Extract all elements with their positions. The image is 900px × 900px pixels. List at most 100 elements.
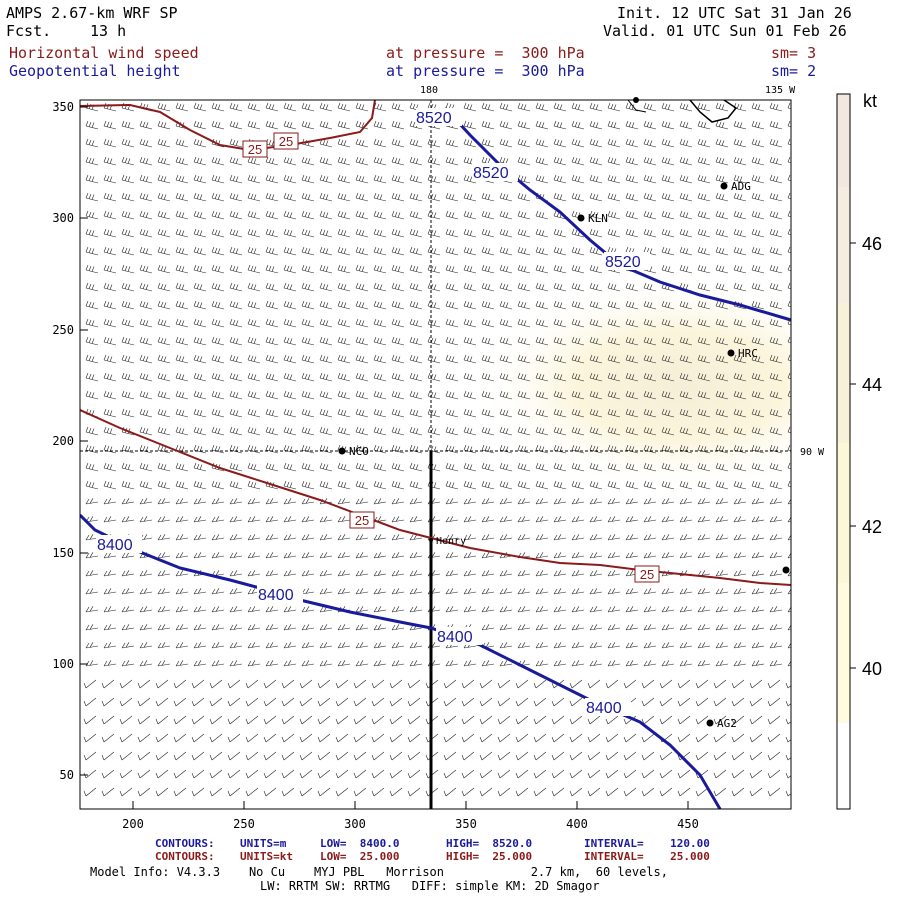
colorbar-band <box>837 583 850 723</box>
wind-barb <box>751 498 765 505</box>
wind-barb <box>641 733 655 743</box>
wind-barb <box>787 102 791 110</box>
wind-barb <box>355 390 369 400</box>
wind-barb <box>337 462 351 472</box>
wind-barb <box>265 570 279 577</box>
wind-barb <box>733 624 747 631</box>
wind-barb <box>499 336 513 346</box>
stations: ADG KLN HRC NCO Henry AG2 <box>338 97 790 730</box>
wind-barb <box>193 210 207 220</box>
wind-barb <box>175 120 189 130</box>
wind-barb <box>571 480 585 490</box>
wind-barb <box>283 246 297 256</box>
wind-barb <box>191 769 205 779</box>
wind-barb <box>499 102 513 112</box>
wind-barb <box>625 156 639 166</box>
wind-barb <box>121 282 135 292</box>
wind-barb <box>137 733 151 743</box>
wind-barb <box>607 282 621 292</box>
wind-barb <box>767 697 781 707</box>
wind-barb <box>535 246 549 256</box>
wind-barb <box>607 174 621 184</box>
meridian-label: 90 W <box>800 447 825 458</box>
wind-barb <box>751 570 765 577</box>
wind-barb <box>103 192 117 202</box>
wind-barb <box>301 210 315 220</box>
wind-barb <box>355 660 369 667</box>
wind-barb <box>139 228 153 238</box>
wind-barb <box>229 462 243 472</box>
wind-barb <box>553 480 567 490</box>
wind-barb <box>463 138 477 148</box>
wind-barb <box>733 264 747 274</box>
wind-barb <box>497 787 511 797</box>
wind-barb <box>283 660 297 667</box>
wind-barb <box>391 516 405 523</box>
wind-barb <box>535 642 549 649</box>
wind-barb <box>643 210 657 220</box>
wind-barb <box>499 138 513 148</box>
wind-barb <box>175 228 189 238</box>
wind-barb <box>245 697 259 707</box>
wind-barb <box>247 390 261 400</box>
wind-barb <box>661 498 675 505</box>
wind-barb <box>85 228 99 238</box>
wind-barb <box>319 534 333 541</box>
wind-barb <box>193 282 207 292</box>
wind-barb <box>553 336 567 346</box>
wind-barb <box>499 408 513 418</box>
wind-barb <box>715 156 729 166</box>
wind-barb <box>191 787 205 797</box>
wind-barb <box>319 390 333 400</box>
wind-barb <box>337 516 351 523</box>
wind-barb <box>787 156 791 164</box>
wind-barb <box>265 282 279 292</box>
wind-barb <box>697 624 711 631</box>
wind-barb <box>229 372 243 382</box>
wind-barb <box>227 697 241 707</box>
wind-barb <box>299 751 313 761</box>
wind-barb <box>139 192 153 202</box>
wind-barb <box>85 624 99 631</box>
wind-barb <box>103 120 117 130</box>
wind-barb <box>283 228 297 238</box>
wind-barb <box>173 733 187 743</box>
wind-barb <box>553 408 567 418</box>
wind-barb <box>571 462 585 472</box>
wind-barb <box>337 246 351 256</box>
wind-barb <box>787 354 791 362</box>
wind-barb <box>371 787 385 797</box>
wind-barb <box>589 390 603 400</box>
wind-barb <box>121 174 135 184</box>
wind-barb <box>121 570 135 577</box>
wind-barb <box>173 697 187 707</box>
wind-barb <box>463 426 477 436</box>
wind-barb <box>337 372 351 382</box>
wind-barb <box>409 498 423 505</box>
wind-barb <box>157 192 171 202</box>
wind-barb <box>751 138 765 148</box>
wind-barb <box>463 498 477 505</box>
wind-barb <box>571 606 585 613</box>
wind-barb <box>427 138 441 148</box>
wind-barb <box>139 570 153 577</box>
wind-barb <box>265 120 279 130</box>
wind-barb <box>265 408 279 418</box>
wind-barb <box>533 751 547 761</box>
wind-barb <box>751 102 765 112</box>
wind-barb <box>553 138 567 148</box>
wind-barb <box>643 516 657 523</box>
wind-barb <box>661 156 675 166</box>
wind-barb <box>281 715 295 725</box>
wind-barb <box>733 516 747 523</box>
wind-barb <box>319 282 333 292</box>
station-dot <box>720 182 728 190</box>
wind-barb <box>211 480 225 490</box>
station-dot <box>429 538 433 542</box>
station-label: Henry <box>436 536 466 547</box>
wind-barb <box>787 408 791 416</box>
wind-barb <box>373 246 387 256</box>
wind-barb <box>103 462 117 472</box>
wind-barb <box>643 606 657 613</box>
wind-barb <box>193 426 207 436</box>
